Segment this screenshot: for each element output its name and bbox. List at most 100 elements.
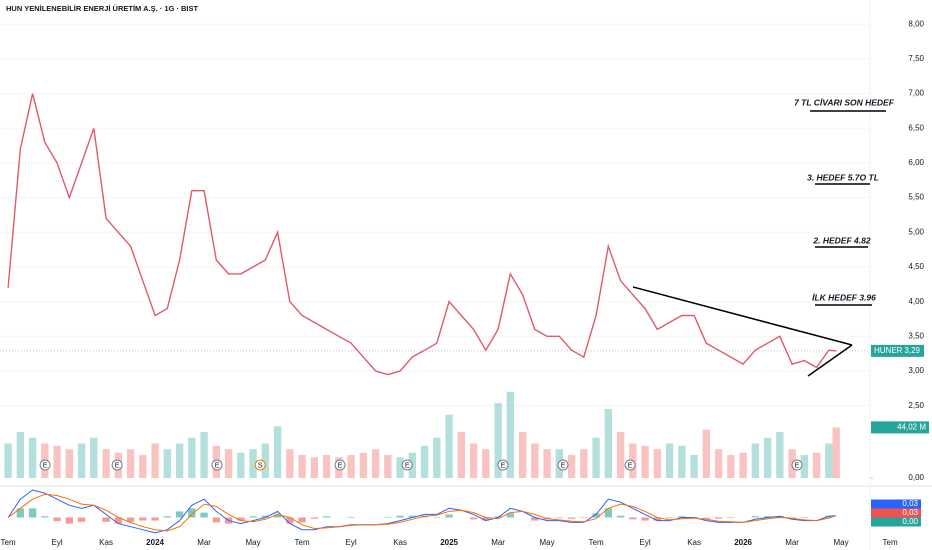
macd-line <box>7 489 837 534</box>
volume-bar <box>690 455 698 478</box>
volume-bar <box>420 445 429 478</box>
event-marker <box>334 459 346 471</box>
x-tick-label: May <box>540 538 555 547</box>
macd-hist <box>592 513 600 518</box>
volume-bar <box>812 452 821 478</box>
volume-bar <box>506 391 515 478</box>
volume-bar <box>616 432 625 478</box>
volume-bar <box>175 443 184 478</box>
y-tick-label: 8,00 <box>908 19 924 28</box>
macd-hist <box>665 517 674 519</box>
x-tick-label: Mar <box>785 538 799 547</box>
event-label: E <box>115 462 120 469</box>
volume-bar <box>739 452 747 478</box>
macd-hist <box>445 514 453 518</box>
macd-hist <box>212 517 221 523</box>
volume-bar <box>592 437 600 478</box>
x-tick-label: May <box>834 538 849 547</box>
volume-bar <box>714 449 723 478</box>
x-tick-label: Tem <box>589 538 604 547</box>
macd-hist <box>298 517 306 523</box>
volume-bar <box>65 449 74 478</box>
price-label: 3,29 <box>904 346 920 355</box>
volume-bar <box>310 457 319 478</box>
volume-bar <box>396 457 404 478</box>
macd-hist <box>629 517 637 520</box>
volume-bar <box>482 449 490 478</box>
x-tick-label: Tem <box>883 538 898 547</box>
macd-hist <box>41 516 49 518</box>
y-tick-label: 3,50 <box>908 331 924 340</box>
macd-hist <box>506 513 515 518</box>
volume-bar <box>224 449 233 478</box>
macd-hist <box>482 517 490 521</box>
y-tick-label: 4,50 <box>908 262 924 271</box>
volume-bar <box>604 409 613 478</box>
event-marker <box>401 459 413 471</box>
event-marker <box>211 459 223 471</box>
volume-bar <box>384 455 392 478</box>
volume-bar <box>298 455 306 478</box>
macd-hist <box>53 517 61 522</box>
macd-hist <box>580 517 588 519</box>
event-marker <box>39 459 51 471</box>
macd-hist <box>555 517 564 519</box>
volume-bar <box>531 443 539 478</box>
volume-bar <box>678 445 686 478</box>
macd-hist <box>347 516 355 518</box>
macd-tag <box>871 508 921 518</box>
symbol-tag <box>871 344 924 357</box>
macd-hist <box>641 517 649 521</box>
volume-bar <box>139 455 147 478</box>
macd-hist <box>200 512 208 518</box>
macd-tag <box>871 517 921 527</box>
event-marker <box>111 459 123 471</box>
macd-hist <box>604 508 613 518</box>
macd-hist <box>273 514 282 518</box>
macd-hist <box>469 517 478 520</box>
volume-bar <box>102 449 110 478</box>
volume-bar <box>261 443 270 478</box>
x-tick-label: Mar <box>491 538 505 547</box>
x-tick-label: Kas <box>687 538 701 547</box>
macd-hist <box>727 517 735 519</box>
macd-hist <box>188 508 196 518</box>
volume-bar <box>825 443 833 478</box>
macd-hist <box>751 516 760 518</box>
macd-hist <box>800 517 809 519</box>
macd-hist <box>310 517 319 519</box>
volume-bar <box>237 452 245 478</box>
volume-bar <box>359 452 368 478</box>
event-label: E <box>795 462 800 469</box>
macd-hist <box>567 517 576 519</box>
event-marker <box>254 459 266 471</box>
macd-hist <box>102 517 110 522</box>
annotation: 3. HEDEF 5.7O TL <box>807 172 879 182</box>
macd-hist <box>163 516 172 518</box>
macd-hist <box>714 517 723 519</box>
volume-bar <box>641 445 649 478</box>
annotation: 2. HEDEF 4.82 <box>812 235 870 245</box>
annotation: 7 TL CİVARI SON HEDEF <box>794 97 895 107</box>
volume-bar <box>77 443 86 478</box>
x-tick-label: Tem <box>1 538 16 547</box>
macd-hist <box>322 516 331 518</box>
event-label: E <box>43 462 48 469</box>
volume-bar <box>28 437 37 478</box>
macd-hist <box>702 517 711 519</box>
volume-bar <box>16 432 25 478</box>
volume-bar <box>751 443 760 478</box>
macd-hist <box>65 517 74 524</box>
macd-hist <box>114 517 123 524</box>
signal-line <box>7 493 837 532</box>
y-tick-label: 6,00 <box>908 158 924 167</box>
x-tick-label: Kas <box>99 538 113 547</box>
volume-bar <box>653 449 662 478</box>
volume-bar <box>347 455 355 478</box>
x-tick-label: Tem <box>295 538 310 547</box>
volume-bar <box>163 449 172 478</box>
event-marker <box>624 459 636 471</box>
event-label: E <box>501 462 506 469</box>
macd-hist <box>763 516 772 518</box>
